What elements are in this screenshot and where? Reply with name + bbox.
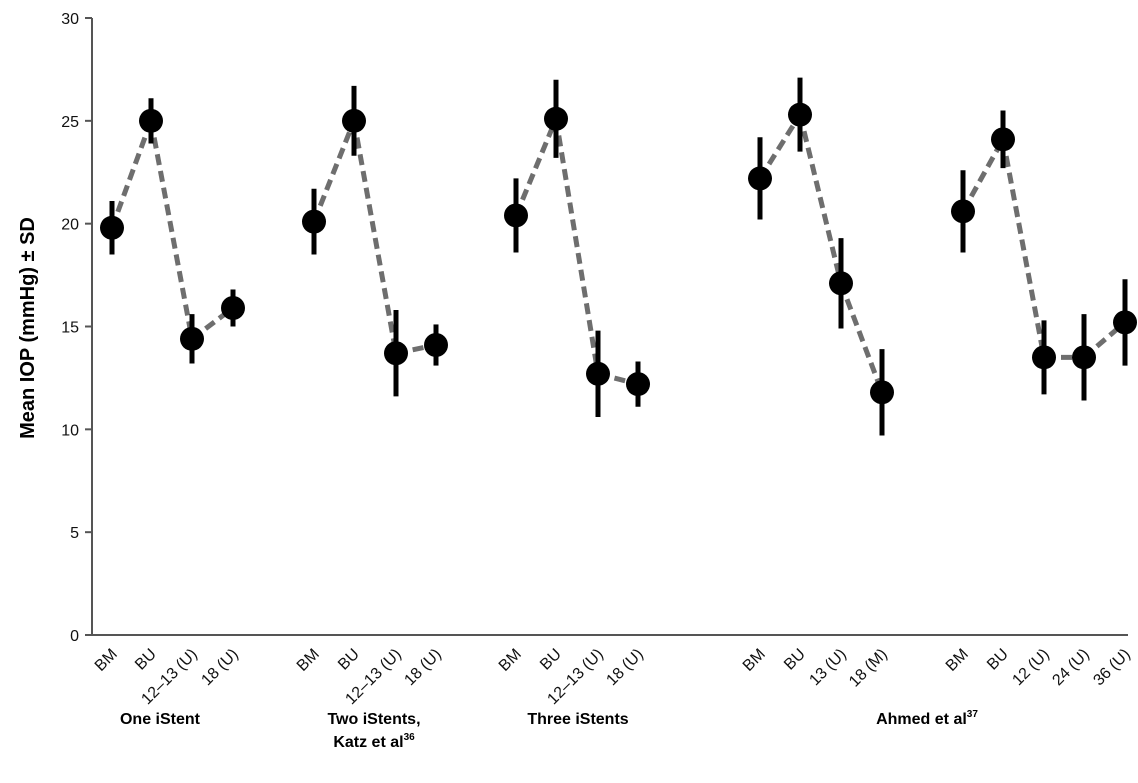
connector-segment — [1000, 138, 1047, 358]
category-label: 18 (U) — [198, 646, 241, 689]
category-label: BU — [132, 646, 160, 674]
connector-segment — [109, 119, 154, 229]
connector-segment — [513, 117, 559, 217]
y-axis-label: Mean IOP (mmHg) ± SD — [17, 217, 39, 439]
y-tick-label: 25 — [61, 114, 79, 131]
group-labels: One iStent Two iStents, Katz et al36 Three … — [120, 709, 978, 751]
group-label: Ahmed et al37 — [876, 709, 978, 728]
connector-segment — [757, 113, 803, 180]
category-label: BM — [740, 646, 769, 675]
connector-segment — [351, 120, 399, 354]
data-point — [424, 333, 448, 358]
group-label: Three iStents — [527, 711, 628, 728]
data-point — [1113, 310, 1137, 335]
data-point — [991, 127, 1015, 152]
data-point — [139, 108, 163, 133]
data-point — [544, 106, 568, 131]
group-label: Two iStents, — [327, 711, 420, 728]
connector-segment — [838, 282, 885, 394]
data-point — [586, 361, 610, 386]
category-label: 13 (U) — [806, 646, 849, 689]
data-markers — [100, 102, 1137, 405]
data-point — [951, 199, 975, 224]
connector-segment — [311, 119, 357, 223]
connector-segment — [797, 114, 844, 284]
data-point — [342, 108, 366, 133]
data-point — [100, 215, 124, 240]
data-point — [1072, 345, 1096, 370]
category-label: BM — [943, 646, 972, 675]
y-tick-label: 0 — [70, 628, 79, 645]
data-point — [180, 326, 204, 351]
category-label: 18 (U) — [603, 646, 646, 689]
data-point — [829, 271, 853, 296]
data-point — [504, 203, 528, 228]
group-label: One iStent — [120, 711, 201, 728]
data-point — [870, 380, 894, 405]
connector-segment — [148, 120, 195, 340]
category-label: 18 (U) — [401, 646, 444, 689]
category-label: 36 (U) — [1090, 646, 1133, 689]
data-point — [384, 341, 408, 366]
y-tick-label: 20 — [61, 217, 79, 234]
data-point — [626, 372, 650, 397]
category-label: BU — [537, 646, 565, 674]
data-point — [221, 295, 245, 320]
connector-segment — [960, 138, 1006, 213]
data-point — [302, 209, 326, 234]
y-tick-label: 15 — [61, 320, 79, 337]
data-point — [748, 166, 772, 191]
category-label: 18 (M) — [846, 646, 891, 691]
axes: 0 5 10 15 20 25 30 — [61, 11, 1128, 645]
connector-segment — [553, 118, 601, 375]
error-bars — [109, 77, 1128, 436]
category-label: BM — [294, 646, 323, 675]
group-label-line2: Katz et al36 — [333, 732, 415, 751]
y-tick-label: 30 — [61, 11, 79, 28]
category-label: 24 (U) — [1049, 646, 1092, 689]
connector-lines — [109, 113, 1127, 394]
data-point — [1032, 345, 1056, 370]
category-label: BU — [984, 646, 1012, 674]
category-label: BU — [335, 646, 363, 674]
y-axis-label-group: Mean IOP (mmHg) ± SD — [17, 217, 39, 439]
category-label: 12 (U) — [1009, 646, 1052, 689]
data-point — [788, 102, 812, 127]
category-label: BM — [92, 646, 121, 675]
y-tick-label: 5 — [70, 525, 79, 542]
category-label: BM — [496, 646, 525, 675]
category-label: BU — [781, 646, 809, 674]
y-tick-label: 10 — [61, 422, 79, 439]
